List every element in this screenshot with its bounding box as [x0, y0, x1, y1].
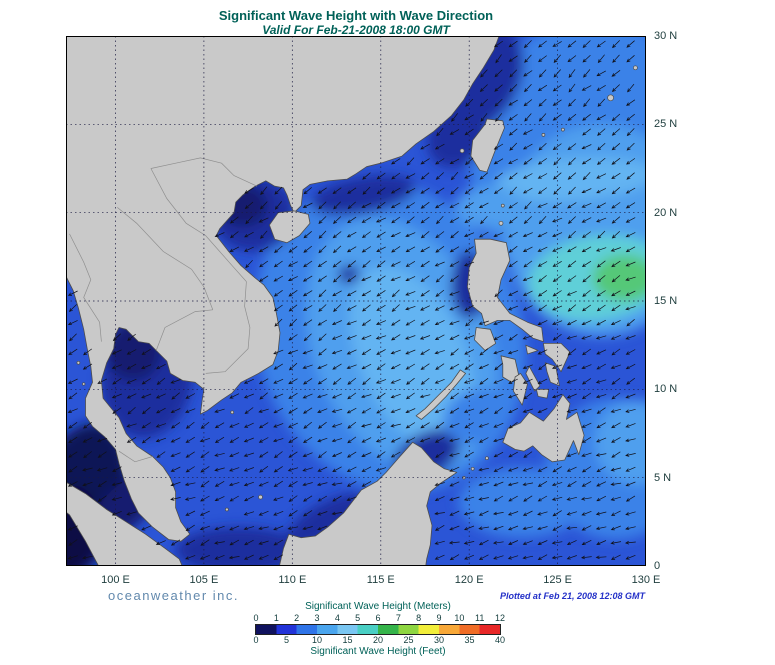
chart-subtitle: Valid For Feb-21-2008 18:00 GMT — [262, 23, 450, 37]
meters-tick-label: 3 — [314, 613, 320, 623]
wave-direction-arrows — [67, 40, 636, 561]
feet-tick-label: 40 — [494, 635, 506, 645]
meters-tick-label: 9 — [436, 613, 442, 623]
feet-tick-label: 15 — [342, 635, 353, 645]
legend-feet-label: Significant Wave Height (Feet) — [310, 646, 446, 657]
meters-tick-label: 11 — [474, 613, 485, 623]
meters-tick-label: 12 — [494, 613, 506, 623]
legend-meters-label: Significant Wave Height (Meters) — [305, 601, 451, 612]
lon-tick-label: 105 E — [189, 574, 219, 586]
lon-tick-label: 100 E — [101, 574, 130, 586]
meters-tick-label: 1 — [273, 613, 279, 623]
feet-tick-label: 25 — [403, 635, 414, 645]
feet-tick-label: 20 — [372, 635, 384, 645]
lon-tick-label: 110 E — [278, 574, 307, 586]
lon-tick-label: 120 E — [454, 574, 484, 586]
lon-tick-label: 130 E — [631, 574, 661, 586]
lon-tick-label: 115 E — [366, 574, 395, 586]
lat-tick-label: 15 N — [654, 295, 678, 307]
feet-tick-label: 10 — [311, 635, 323, 645]
lat-tick-label: 25 N — [654, 118, 678, 131]
meters-tick-label: 2 — [294, 613, 300, 623]
oceanweather-logo-text: oceanweather inc. — [108, 588, 240, 603]
wave-height-map — [66, 36, 646, 566]
feet-tick-label: 35 — [464, 635, 475, 645]
plotted-timestamp: Plotted at Feb 21, 2008 12:08 GMT — [499, 591, 645, 601]
meters-tick-label: 0 — [253, 613, 259, 623]
lat-tick-label: 0 — [654, 560, 661, 572]
meters-tick-label: 5 — [355, 613, 361, 623]
meters-tick-label: 4 — [334, 613, 340, 623]
legend-feet-ticks: 0 5 10 15 20 25 30 35 40 — [253, 635, 505, 646]
feet-tick-label: 5 — [283, 635, 290, 645]
land-layer — [66, 36, 638, 566]
lat-tick-label: 20 N — [654, 206, 678, 219]
legend-meters-ticks: 0 1 2 3 4 5 6 7 8 9 10 11 12 — [253, 613, 505, 624]
lon-tick-label: 125 E — [543, 574, 572, 586]
feet-tick-label: 30 — [433, 635, 445, 645]
meters-tick-label: 10 — [454, 613, 465, 623]
grid-layer — [66, 36, 646, 566]
meters-tick-label: 8 — [416, 613, 422, 623]
meters-tick-label: 7 — [395, 613, 401, 623]
plot-frame — [66, 36, 646, 566]
feet-tick-label: 0 — [253, 635, 259, 645]
chart-title: Significant Wave Height with Wave Direct… — [218, 8, 494, 23]
lat-tick-label: 5 N — [654, 471, 672, 484]
legend-colorbar — [255, 624, 501, 635]
meters-tick-label: 6 — [375, 613, 381, 623]
lat-tick-label: 10 N — [654, 383, 678, 396]
